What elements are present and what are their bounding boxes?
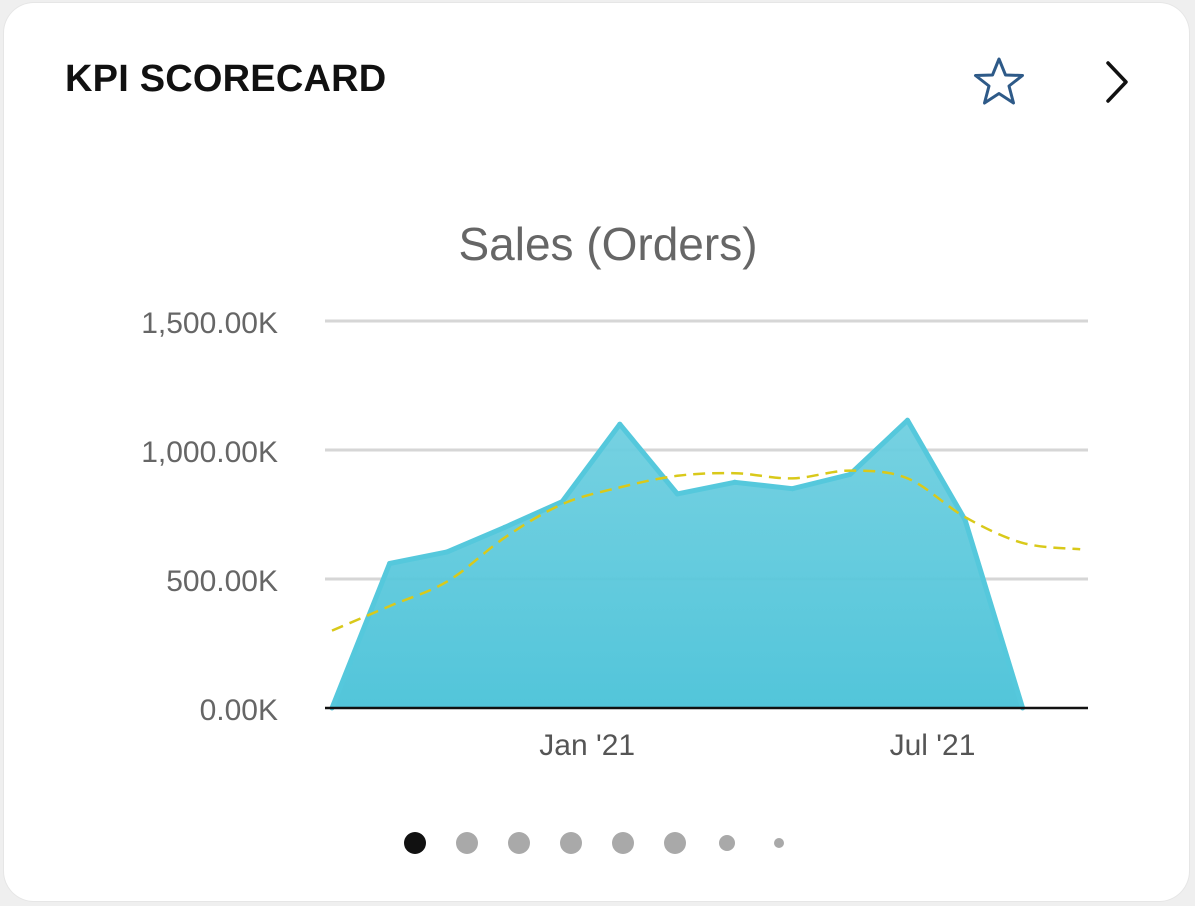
y-tick-label: 1,500.00K [141,307,278,340]
x-tick-label: Jul '21 [890,729,976,762]
page-dot[interactable] [456,832,478,854]
sales-data-point [502,524,508,530]
page-dot[interactable] [774,838,784,848]
page-dot[interactable] [719,835,735,851]
y-tick-label: 1,000.00K [141,436,278,469]
sales-data-point [847,472,853,477]
chart-title: Sales (Orders) [458,218,757,270]
sales-data-point [789,486,795,492]
page-dot[interactable] [560,832,582,854]
sales-data-point [387,561,393,566]
y-tick-label: 0.00K [200,694,278,727]
star-shape [974,57,1024,105]
kpi-scorecard-card: KPI SCORECARD Sales (Orders) 0.00K 500.00… [4,3,1189,901]
sales-data-point [674,491,680,497]
x-tick-label: Jan '21 [539,729,635,762]
chart-svg: Sales (Orders) 0.00K 500.00K 1,000.00K 1,50… [141,218,1088,762]
sales-data-point [617,421,623,427]
sales-data-point [444,549,450,555]
chevron-right-icon[interactable] [1092,53,1142,113]
page-dot[interactable] [612,832,634,854]
y-tick-label: 500.00K [166,565,278,598]
sales-area-fill [332,420,1023,708]
sales-data-point [559,499,565,505]
page-dot[interactable] [664,832,686,854]
sales-data-point [732,479,738,485]
sales-orders-chart: Sales (Orders) 0.00K 500.00K 1,000.00K 1,50… [4,3,1189,901]
card-title: KPI SCORECARD [65,58,387,100]
page-indicator [4,831,1189,859]
page-dot-active[interactable] [404,832,426,854]
page-dot[interactable] [508,832,530,854]
favorite-star-icon[interactable] [966,53,1032,113]
sales-data-point [905,417,910,423]
trend-line [331,469,1081,632]
